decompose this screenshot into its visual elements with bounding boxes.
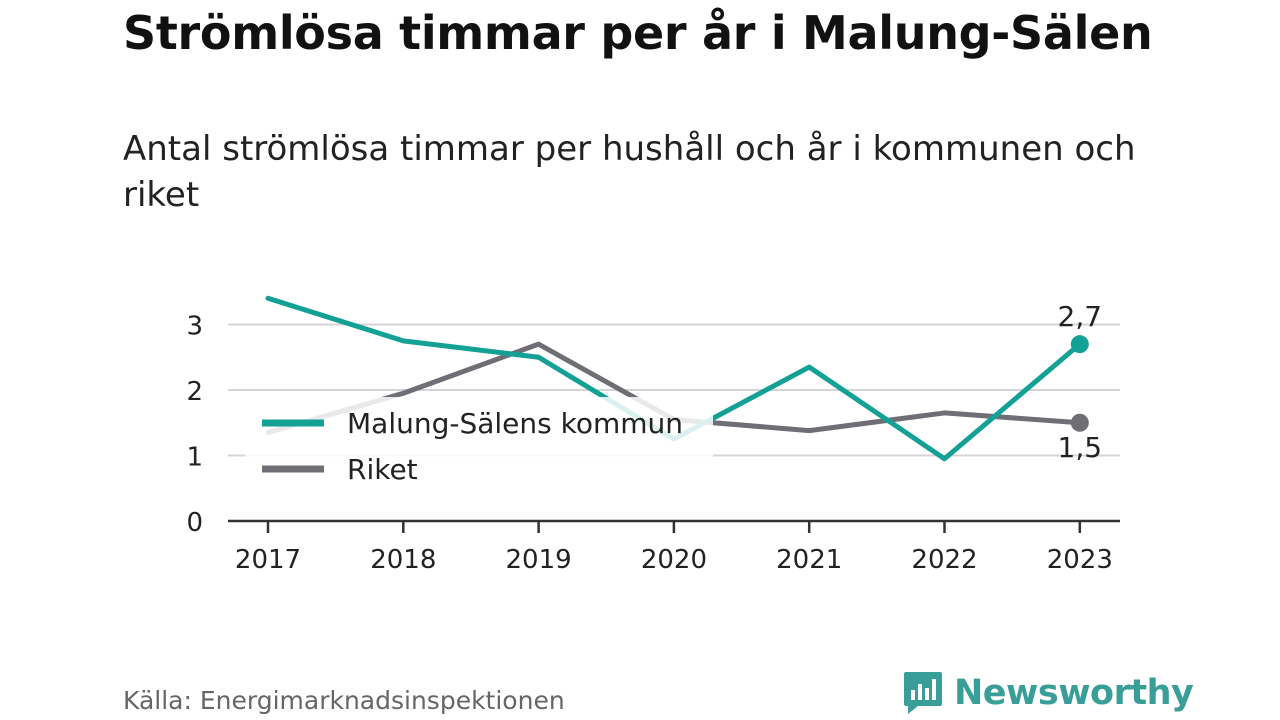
x-axis: 2017 2018 2019 2020 2021 2022 2023 (228, 519, 1120, 575)
end-labels: 2,7 1,5 (1058, 300, 1103, 464)
x-tick-label: 2023 (1047, 545, 1113, 575)
brand-logo: Newsworthy (902, 670, 1194, 716)
y-axis-ticks: 0 1 2 3 (186, 312, 203, 539)
end-point-marker (1070, 335, 1089, 354)
y-tick-label: 2 (186, 377, 203, 407)
end-point-marker (1070, 413, 1089, 432)
x-tick-label: 2018 (370, 545, 436, 575)
y-tick-label: 3 (186, 312, 203, 342)
y-tick-label: 1 (186, 443, 203, 473)
legend-label: Riket (347, 453, 418, 486)
y-tick-label: 0 (186, 508, 203, 538)
end-value-label: 2,7 (1058, 300, 1103, 333)
end-value-label: 1,5 (1058, 431, 1103, 464)
legend-background (245, 397, 713, 497)
x-tick-label: 2021 (776, 545, 842, 575)
source-note: Källa: Energimarknadsinspektionen (123, 686, 565, 715)
x-tick-label: 2019 (506, 545, 572, 575)
x-tick-label: 2022 (911, 545, 977, 575)
chart-bars-icon (904, 672, 942, 714)
chart-subtitle: Antal strömlösa timmar per hushåll och å… (123, 129, 1136, 215)
x-tick-label: 2020 (641, 545, 707, 575)
legend-label: Malung-Sälens kommun (347, 407, 683, 440)
x-tick-label: 2017 (235, 545, 301, 575)
chart-title: Strömlösa timmar per år i Malung-Sälen (123, 6, 1153, 60)
brand-name: Newsworthy (954, 673, 1194, 713)
legend: Malung-Sälens kommun Riket (245, 397, 713, 497)
